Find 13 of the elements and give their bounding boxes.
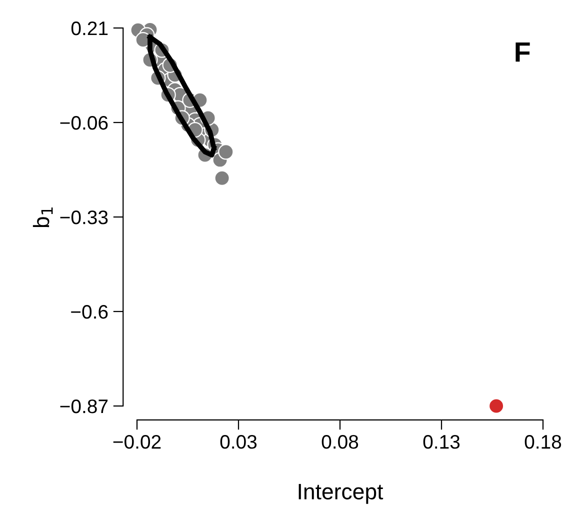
y-tick-label: −0.6 bbox=[71, 304, 108, 319]
y-tick-label: −0.33 bbox=[60, 210, 108, 224]
y-axis-title: b$_{1}$ bbox=[32, 208, 53, 228]
x-tick-label: 0.03 bbox=[220, 434, 257, 449]
x-axis-title: Intercept bbox=[298, 484, 384, 504]
x-tick-label: 0.13 bbox=[423, 434, 460, 449]
annotation: F bbox=[516, 42, 530, 62]
x-tick-label: 0.18 bbox=[524, 434, 562, 449]
x-tick-label: 0.08 bbox=[322, 434, 358, 449]
x-tick-label: −0.02 bbox=[113, 434, 161, 449]
y-tick-label: −0.87 bbox=[60, 399, 108, 414]
y-tick-label: −0.06 bbox=[60, 116, 108, 130]
y-tick-label: 0.21 bbox=[71, 21, 108, 36]
